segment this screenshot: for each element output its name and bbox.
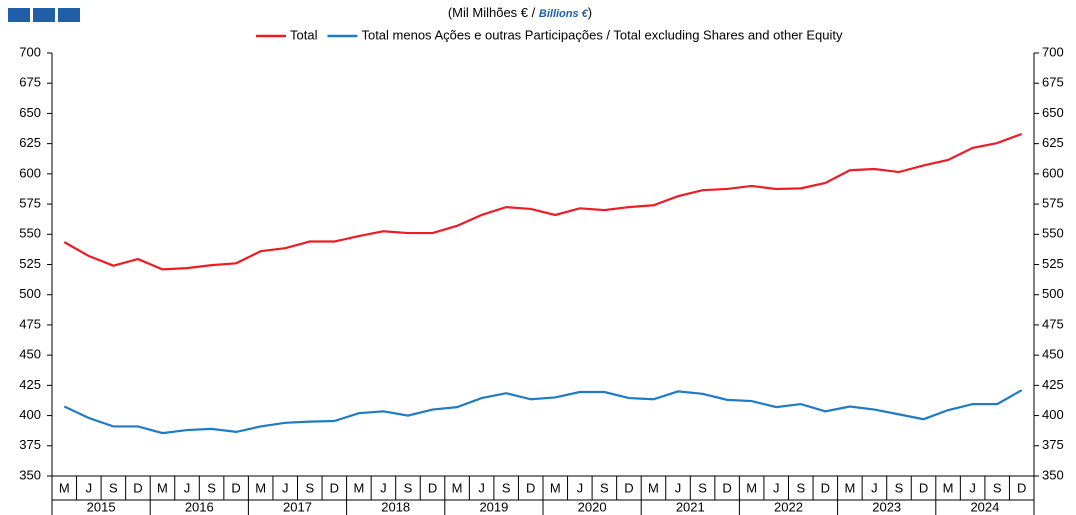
y-tick-label: 475 [19, 316, 41, 331]
x-tick-label: M [452, 480, 463, 495]
y-tick-label: 425 [19, 377, 41, 392]
year-label: 2018 [381, 499, 410, 514]
y-tick-label: 675 [19, 75, 41, 90]
logo-square [33, 8, 55, 22]
x-tick-label: J [282, 480, 289, 495]
y2-tick-label: 475 [1042, 316, 1064, 331]
x-tick-label: S [895, 480, 904, 495]
x-tick-label: J [871, 480, 878, 495]
x-tick-label: M [157, 480, 168, 495]
x-tick-label: M [746, 480, 757, 495]
logo-square [8, 8, 30, 22]
x-tick-label: J [86, 480, 93, 495]
y-tick-label: 450 [19, 347, 41, 362]
x-tick-label: D [1017, 480, 1026, 495]
y2-tick-label: 675 [1042, 75, 1064, 90]
x-tick-label: M [844, 480, 855, 495]
x-tick-label: J [478, 480, 485, 495]
year-label: 2021 [676, 499, 705, 514]
x-tick-label: J [380, 480, 387, 495]
x-tick-label: S [993, 480, 1002, 495]
x-tick-label: D [330, 480, 339, 495]
y-tick-label: 525 [19, 256, 41, 271]
y-tick-label: 600 [19, 165, 41, 180]
x-tick-label: J [184, 480, 191, 495]
y-tick-label: 400 [19, 407, 41, 422]
x-tick-label: D [919, 480, 928, 495]
y2-tick-label: 625 [1042, 135, 1064, 150]
y-tick-label: 375 [19, 437, 41, 452]
x-tick-label: M [648, 480, 659, 495]
x-tick-label: S [404, 480, 413, 495]
legend-label: Total [290, 27, 318, 42]
y2-tick-label: 650 [1042, 105, 1064, 120]
y-tick-label: 650 [19, 105, 41, 120]
x-tick-label: M [59, 480, 70, 495]
x-tick-label: J [969, 480, 976, 495]
year-label: 2022 [774, 499, 803, 514]
x-tick-label: D [133, 480, 142, 495]
title-pt: (Mil Milhões € / [448, 5, 536, 20]
title-close: ) [588, 5, 592, 20]
y2-tick-label: 375 [1042, 437, 1064, 452]
x-tick-label: M [353, 480, 364, 495]
x-tick-label: S [109, 480, 118, 495]
x-tick-label: S [502, 480, 511, 495]
x-tick-label: S [305, 480, 314, 495]
x-tick-label: D [428, 480, 437, 495]
x-tick-label: J [675, 480, 682, 495]
y2-tick-label: 550 [1042, 226, 1064, 241]
year-label: 2023 [872, 499, 901, 514]
y2-tick-label: 700 [1042, 44, 1064, 59]
y2-tick-label: 425 [1042, 377, 1064, 392]
y2-tick-label: 525 [1042, 256, 1064, 271]
x-tick-label: D [231, 480, 240, 495]
series-line [63, 132, 1023, 271]
y-tick-label: 350 [19, 467, 41, 482]
x-tick-label: M [255, 480, 266, 495]
y2-tick-label: 400 [1042, 407, 1064, 422]
y-tick-label: 500 [19, 286, 41, 301]
x-tick-label: D [624, 480, 633, 495]
x-tick-label: J [577, 480, 584, 495]
y2-tick-label: 500 [1042, 286, 1064, 301]
x-tick-label: J [773, 480, 780, 495]
year-label: 2024 [970, 499, 999, 514]
year-label: 2015 [87, 499, 116, 514]
y-tick-label: 550 [19, 226, 41, 241]
x-tick-label: M [550, 480, 561, 495]
x-tick-label: S [207, 480, 216, 495]
year-label: 2020 [578, 499, 607, 514]
x-tick-label: D [526, 480, 535, 495]
y-tick-label: 700 [19, 44, 41, 59]
x-tick-label: M [943, 480, 954, 495]
y2-tick-label: 450 [1042, 347, 1064, 362]
y-tick-label: 625 [19, 135, 41, 150]
year-label: 2017 [283, 499, 312, 514]
x-tick-label: D [821, 480, 830, 495]
logo-square [58, 8, 80, 22]
x-tick-label: D [722, 480, 731, 495]
year-label: 2016 [185, 499, 214, 514]
x-tick-label: S [698, 480, 707, 495]
y2-tick-label: 575 [1042, 196, 1064, 211]
chart-title: (Mil Milhões € / Billions €) [448, 5, 592, 20]
legend-label: Total menos Ações e outras Participações… [361, 27, 843, 42]
x-tick-label: S [796, 480, 805, 495]
series-line [63, 389, 1023, 435]
y2-tick-label: 600 [1042, 165, 1064, 180]
title-en: Billions € [539, 8, 589, 20]
year-label: 2019 [479, 499, 508, 514]
x-tick-label: S [600, 480, 609, 495]
y2-tick-label: 350 [1042, 467, 1064, 482]
y-tick-label: 575 [19, 196, 41, 211]
